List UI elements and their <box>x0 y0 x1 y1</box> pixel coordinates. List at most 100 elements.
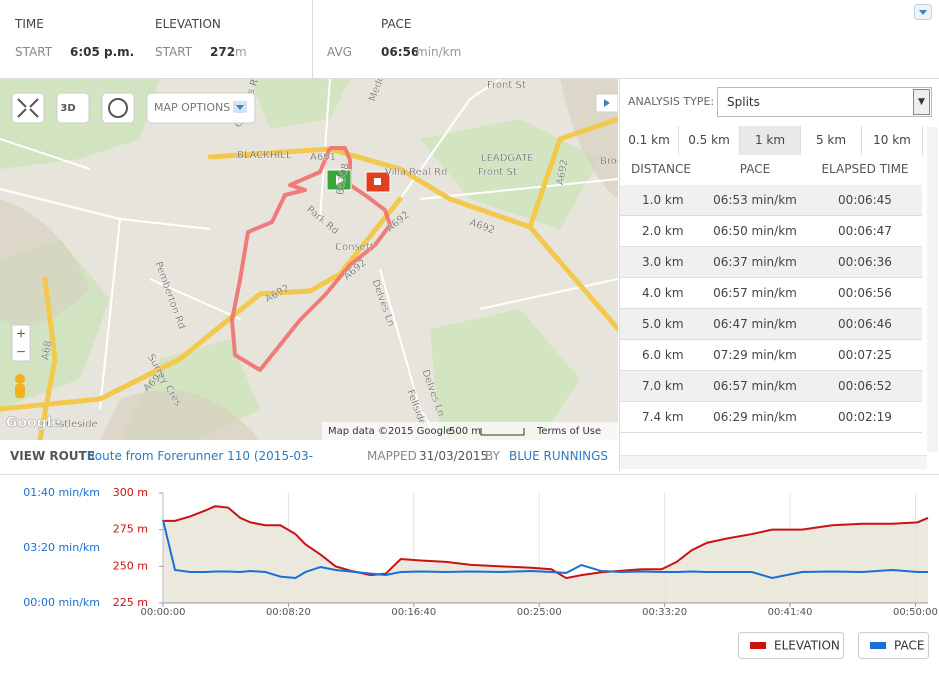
table-cell: 06:50 min/km <box>713 224 797 238</box>
map-label: Villa Real Rd <box>385 167 447 178</box>
svg-text:+: + <box>16 327 26 341</box>
table-cell: 00:07:25 <box>838 348 892 362</box>
attribution: Map data ©2015 Google <box>328 426 452 437</box>
table-cell: 00:06:46 <box>838 317 892 331</box>
table-cell: 06:29 min/km <box>713 410 797 424</box>
panel-border <box>619 79 620 471</box>
table-cell: 06:47 min/km <box>713 317 797 331</box>
zoom-control[interactable] <box>11 324 31 362</box>
legend-swatch <box>870 642 886 649</box>
series-line <box>162 519 928 580</box>
x-tick-label: 00:33:20 <box>642 607 687 618</box>
map-label: Castleside <box>46 419 98 430</box>
map-label: LEADGATE <box>481 153 534 164</box>
stat-label: ELEVATION <box>155 17 221 31</box>
x-tick-label: 00:00:00 <box>141 607 186 618</box>
table-cell: 06:37 min/km <box>713 255 797 269</box>
x-tick-label: 00:41:40 <box>768 607 813 618</box>
map-label: A692 <box>555 159 570 186</box>
3d-button[interactable] <box>56 92 90 124</box>
table-cell: 00:06:36 <box>838 255 892 269</box>
legend-button[interactable] <box>738 632 844 659</box>
stat-sub-label: START <box>15 45 53 59</box>
legend-swatch <box>750 642 766 649</box>
author-link[interactable]: BLUE RUNNINGS <box>509 449 609 463</box>
select-value: Splits <box>727 95 760 109</box>
column-header: DISTANCE <box>631 162 691 176</box>
analysis-select[interactable]: Splits ▼ <box>717 87 932 117</box>
table-cell: 4.0 km <box>642 286 684 300</box>
table-cell: 5.0 km <box>642 317 684 331</box>
table-cell: 06:53 min/km <box>713 193 797 207</box>
table-cell: 3.0 km <box>642 255 684 269</box>
mapped-date: 31/03/2015 <box>419 449 489 463</box>
v-scrollbar[interactable] <box>927 127 938 452</box>
map-label: A68 <box>40 340 54 361</box>
y2-tick-label: 01:40 min/km <box>23 486 100 499</box>
tab[interactable]: 5 km <box>801 126 862 155</box>
stat-sub-label: AVG <box>327 45 352 59</box>
map-label: Brooms <box>600 156 618 167</box>
legend-label: PACE <box>894 639 924 653</box>
legend-label: ELEVATION <box>774 639 840 653</box>
select-arrow: ▼ <box>913 89 930 115</box>
stat-label: TIME <box>15 17 44 31</box>
table-cell: 00:06:56 <box>838 286 892 300</box>
replay-button[interactable] <box>101 92 135 124</box>
fullscreen-button[interactable] <box>11 92 45 124</box>
column-header: PACE <box>739 162 771 176</box>
table-row <box>620 371 922 402</box>
table-cell: 00:02:19 <box>838 410 892 424</box>
mapped-label: MAPPED <box>367 449 417 463</box>
separator <box>0 474 939 475</box>
analysis-label: ANALYSIS TYPE: <box>628 95 715 108</box>
control-label: MAP OPTIONS <box>154 101 230 114</box>
y-tick-label: 275 m <box>113 523 148 536</box>
table-cell: 06:57 min/km <box>713 379 797 393</box>
tab[interactable]: 0.1 km <box>620 126 679 155</box>
table-cell: 7.0 km <box>642 379 684 393</box>
map[interactable]: Queen's RdBLACKHILLA691MedomsleyVilla Re… <box>0 79 618 440</box>
stat-sub-label: START <box>155 45 193 59</box>
stat-label: PACE <box>381 17 412 31</box>
table-cell: 06:57 min/km <box>713 286 797 300</box>
map-label: Front St <box>478 167 517 178</box>
table-cell: 6.0 km <box>642 348 684 362</box>
stat-unit: min/km <box>416 45 462 59</box>
table-cell: 2.0 km <box>642 224 684 238</box>
map-label: BLACKHILL <box>237 150 292 161</box>
table-row <box>620 340 922 371</box>
collapse-button[interactable] <box>914 4 932 20</box>
tab[interactable]: 10 km <box>862 126 923 155</box>
tab[interactable]: 1 km <box>740 126 801 155</box>
map-label: Front St <box>487 80 526 91</box>
stat-value: 06:56 <box>381 45 420 59</box>
map-label: A691 <box>310 152 336 163</box>
route-label: VIEW ROUTE <box>10 449 95 463</box>
y2-tick-label: 03:20 min/km <box>23 541 100 554</box>
route-link[interactable]: Route from Forerunner 110 (2015-03- <box>87 449 314 463</box>
map-label: Consett <box>335 242 374 253</box>
table-row <box>620 216 922 247</box>
legend-button[interactable] <box>858 632 929 659</box>
x-tick-label: 00:08:20 <box>266 607 311 618</box>
table-cell: 00:06:47 <box>838 224 892 238</box>
table-cell: 00:06:52 <box>838 379 892 393</box>
table-cell: 7.4 km <box>642 410 684 424</box>
tab[interactable]: 0.5 km <box>679 126 740 155</box>
h-scrollbar[interactable] <box>620 455 927 469</box>
pegman[interactable] <box>15 384 25 398</box>
svg-text:−: − <box>16 345 26 359</box>
table-row <box>620 247 922 278</box>
scale-label: 500 m <box>449 426 481 437</box>
table-row <box>620 185 922 216</box>
elevation-pace-chart: 00:00:00 00:08:20 00:16:40 00:25:00 00:33:20… <box>23 486 938 659</box>
control-label: 3D <box>60 103 75 114</box>
terms-link[interactable]: Terms of Use <box>536 426 601 437</box>
y-tick-label: 225 m <box>113 596 148 609</box>
map-options-button[interactable] <box>146 92 256 124</box>
divider <box>312 0 313 78</box>
table-row <box>620 309 922 340</box>
mapped-by: BY <box>485 449 500 463</box>
